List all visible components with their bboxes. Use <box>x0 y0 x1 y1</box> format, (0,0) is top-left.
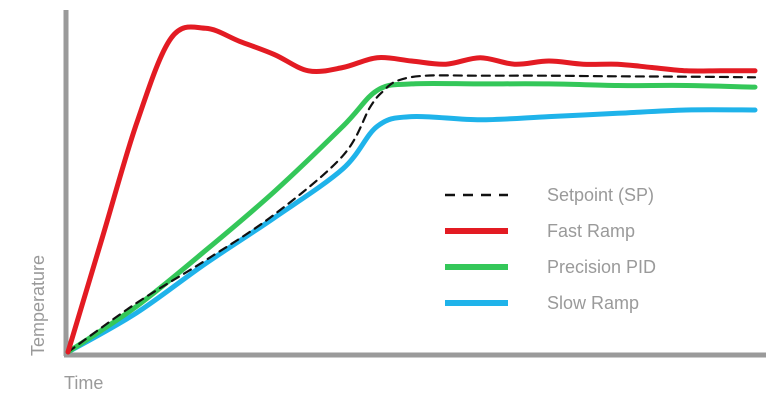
legend-item-slow-ramp: Slow Ramp <box>445 293 639 313</box>
legend-item-precision-pid: Precision PID <box>445 257 656 277</box>
legend-item-fast-ramp: Fast Ramp <box>445 221 635 241</box>
legend-label-precision-pid: Precision PID <box>547 257 656 277</box>
y-axis-label: Temperature <box>28 255 48 356</box>
series-line-fast-ramp <box>65 24 758 355</box>
series-line-precision-pid <box>65 80 758 355</box>
series-line-slow-ramp <box>65 107 758 355</box>
legend-item-setpoint-sp: Setpoint (SP) <box>445 185 654 205</box>
series-line-setpoint-sp <box>66 74 757 354</box>
legend-label-slow-ramp: Slow Ramp <box>547 293 639 313</box>
x-axis-label: Time <box>64 373 103 393</box>
legend-label-setpoint-sp: Setpoint (SP) <box>547 185 654 205</box>
legend-label-fast-ramp: Fast Ramp <box>547 221 635 241</box>
